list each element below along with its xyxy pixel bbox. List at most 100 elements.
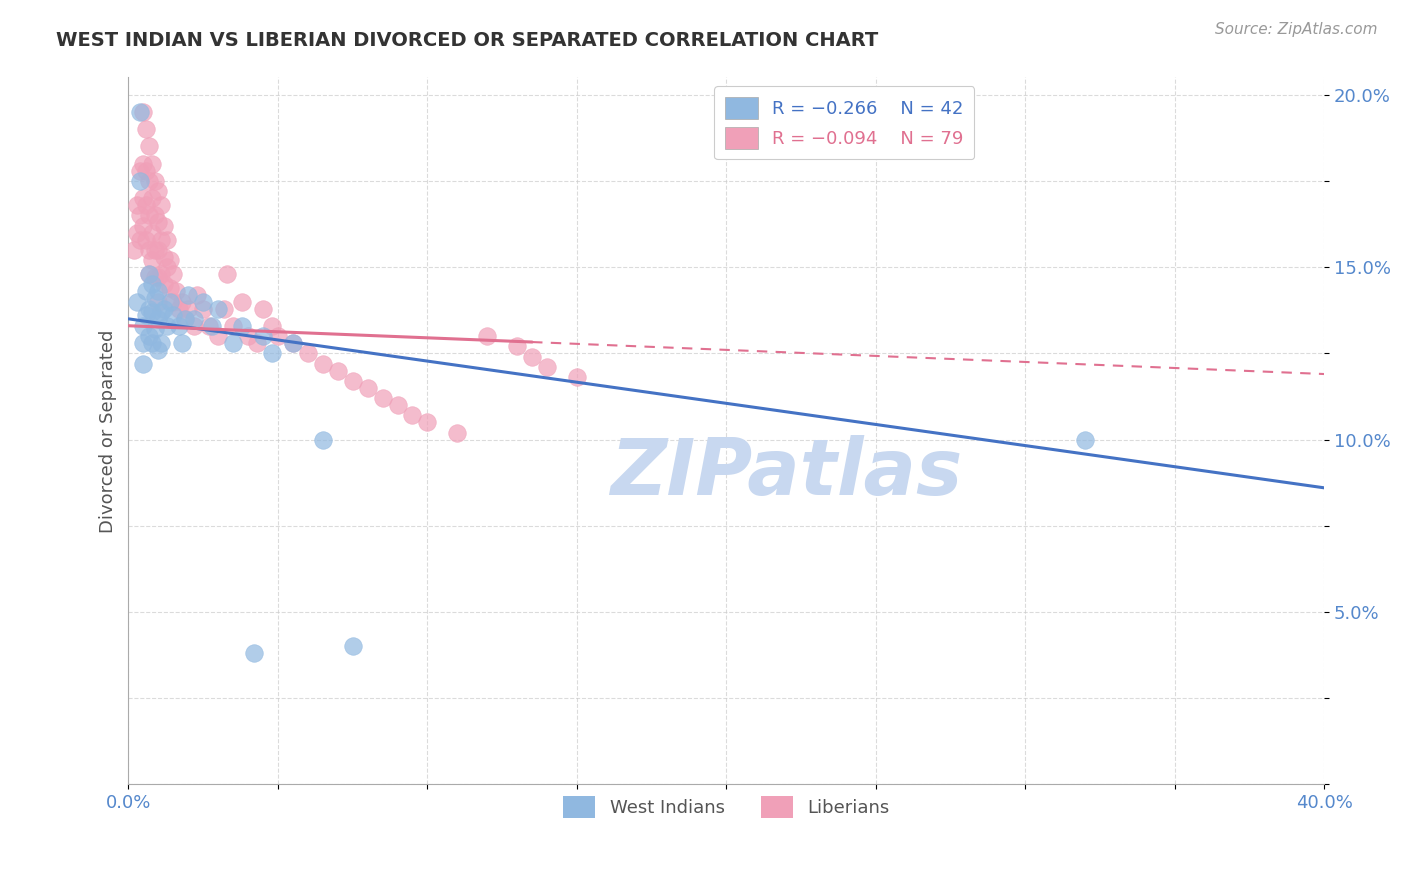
- Point: [401, 409, 423, 423]
- Point: [174, 311, 197, 326]
- Point: [127, 226, 149, 240]
- Point: [231, 294, 253, 309]
- Point: [201, 318, 224, 333]
- Legend: West Indians, Liberians: West Indians, Liberians: [555, 789, 897, 825]
- Point: [138, 174, 160, 188]
- Point: [138, 267, 160, 281]
- Point: [165, 285, 187, 299]
- Point: [162, 309, 184, 323]
- Point: [127, 294, 149, 309]
- Point: [145, 174, 167, 188]
- Point: [153, 277, 176, 292]
- Point: [148, 343, 170, 357]
- Point: [162, 267, 184, 281]
- Point: [129, 174, 152, 188]
- Point: [217, 267, 239, 281]
- Point: [138, 243, 160, 257]
- Point: [156, 260, 179, 274]
- Point: [222, 336, 245, 351]
- Point: [148, 294, 170, 309]
- Point: [243, 646, 266, 660]
- Point: [141, 156, 163, 170]
- Point: [132, 191, 155, 205]
- Point: [177, 301, 200, 316]
- Point: [148, 184, 170, 198]
- Point: [132, 156, 155, 170]
- Point: [193, 294, 215, 309]
- Point: [141, 226, 163, 240]
- Point: [387, 398, 409, 412]
- Point: [174, 311, 197, 326]
- Point: [124, 243, 146, 257]
- Point: [138, 208, 160, 222]
- Point: [186, 287, 208, 301]
- Point: [172, 336, 194, 351]
- Point: [135, 233, 157, 247]
- Point: [127, 198, 149, 212]
- Point: [145, 322, 167, 336]
- Point: [153, 250, 176, 264]
- Text: Source: ZipAtlas.com: Source: ZipAtlas.com: [1215, 22, 1378, 37]
- Point: [132, 357, 155, 371]
- Point: [141, 336, 163, 351]
- Point: [153, 219, 176, 233]
- Point: [145, 243, 167, 257]
- Point: [326, 363, 349, 377]
- Point: [183, 311, 205, 326]
- Point: [565, 370, 588, 384]
- Point: [183, 318, 205, 333]
- Point: [536, 360, 558, 375]
- Text: ZIPatlas: ZIPatlas: [610, 435, 962, 511]
- Point: [153, 301, 176, 316]
- Point: [252, 329, 274, 343]
- Point: [312, 433, 335, 447]
- Point: [150, 233, 173, 247]
- Point: [212, 301, 235, 316]
- Point: [246, 336, 269, 351]
- Point: [145, 208, 167, 222]
- Point: [159, 281, 181, 295]
- Point: [260, 346, 283, 360]
- Point: [141, 191, 163, 205]
- Point: [141, 253, 163, 268]
- Point: [236, 329, 259, 343]
- Point: [148, 311, 170, 326]
- Point: [446, 425, 468, 440]
- Point: [145, 291, 167, 305]
- Point: [162, 294, 184, 309]
- Point: [135, 122, 157, 136]
- Point: [416, 415, 439, 429]
- Point: [148, 243, 170, 257]
- Point: [1074, 433, 1097, 447]
- Point: [222, 318, 245, 333]
- Point: [145, 270, 167, 285]
- Point: [342, 640, 364, 654]
- Point: [132, 104, 155, 119]
- Point: [129, 163, 152, 178]
- Point: [193, 301, 215, 316]
- Point: [156, 318, 179, 333]
- Point: [159, 253, 181, 268]
- Point: [342, 374, 364, 388]
- Point: [138, 267, 160, 281]
- Point: [148, 270, 170, 285]
- Point: [260, 318, 283, 333]
- Point: [148, 215, 170, 229]
- Point: [132, 219, 155, 233]
- Text: WEST INDIAN VS LIBERIAN DIVORCED OR SEPARATED CORRELATION CHART: WEST INDIAN VS LIBERIAN DIVORCED OR SEPA…: [56, 31, 879, 50]
- Point: [281, 336, 304, 351]
- Point: [141, 305, 163, 319]
- Point: [129, 104, 152, 119]
- Point: [150, 198, 173, 212]
- Point: [135, 163, 157, 178]
- Point: [138, 139, 160, 153]
- Point: [132, 336, 155, 351]
- Point: [169, 318, 191, 333]
- Point: [148, 285, 170, 299]
- Point: [135, 198, 157, 212]
- Point: [231, 318, 253, 333]
- Point: [506, 339, 529, 353]
- Point: [267, 329, 290, 343]
- Point: [150, 267, 173, 281]
- Point: [252, 301, 274, 316]
